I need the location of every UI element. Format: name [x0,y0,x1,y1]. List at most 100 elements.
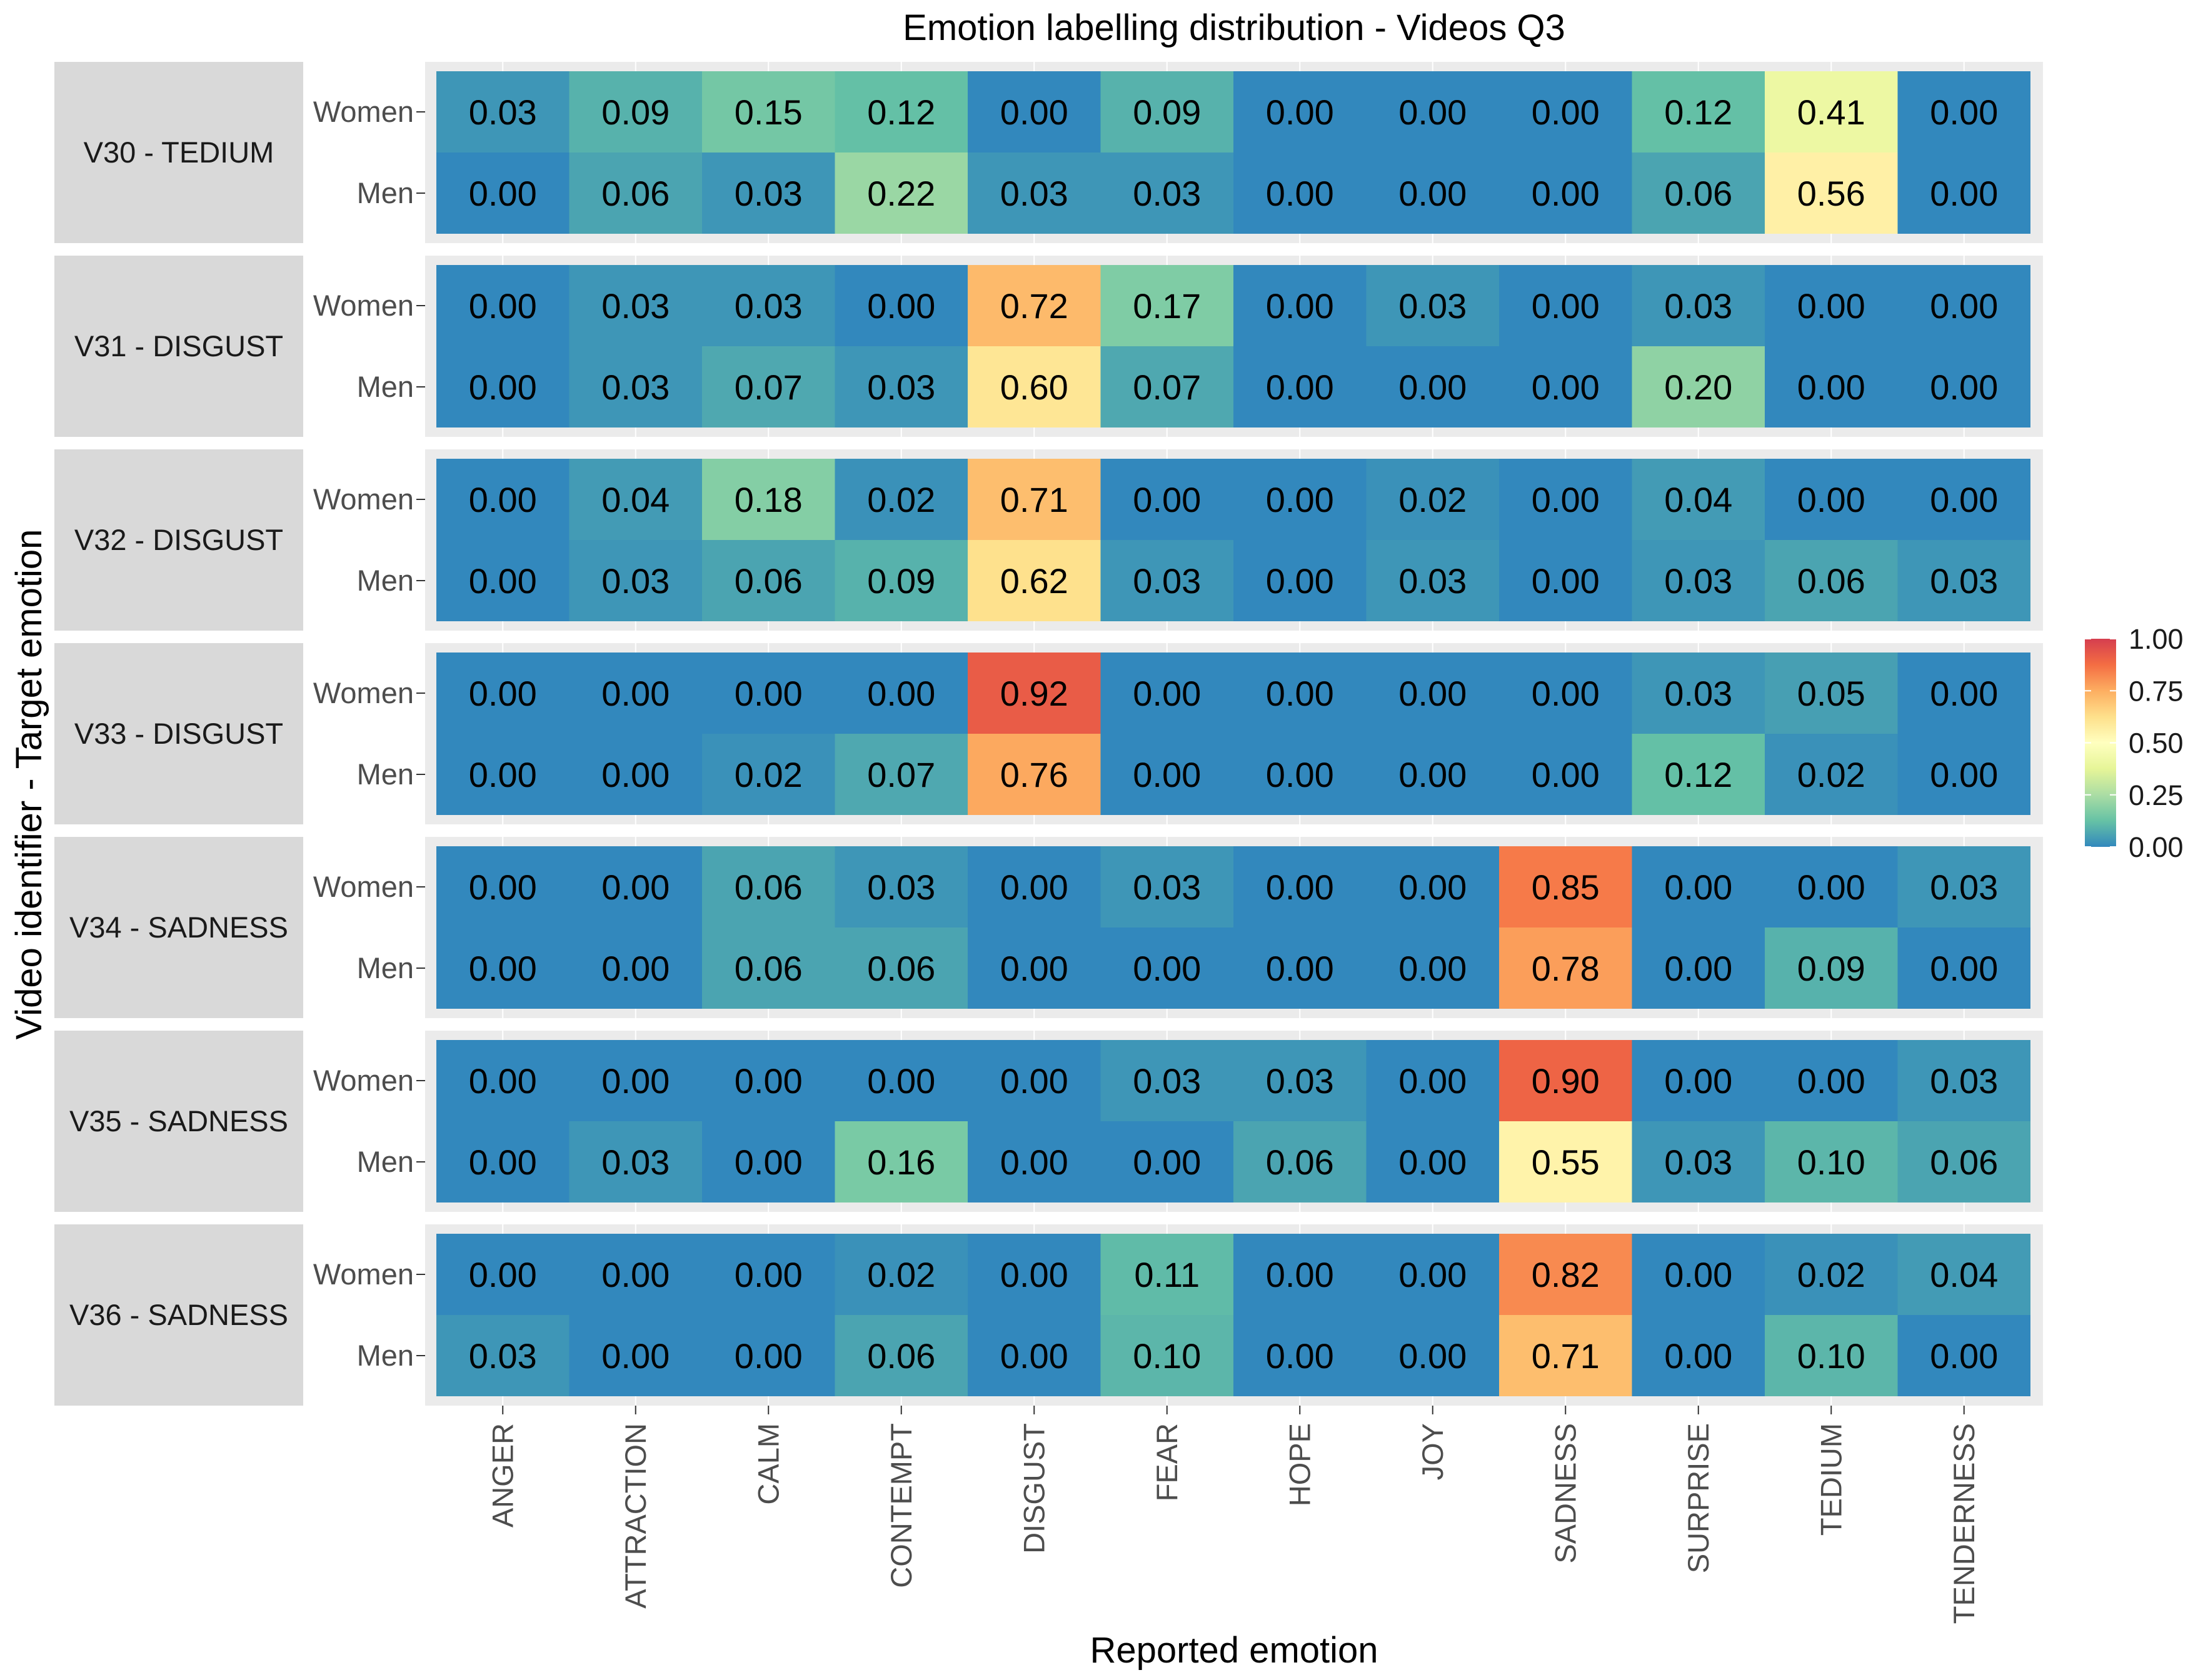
cell-value-label: 0.00 [1930,368,1998,407]
heatmap-cell [1765,1040,1898,1121]
x-tick-label: TENDERNESS [1947,1423,1980,1624]
heatmap-cell [702,459,835,540]
cell-value-label: 0.00 [1266,1336,1334,1376]
cell-value-label: 0.02 [1797,1255,1865,1294]
cell-value-label: 0.00 [1398,674,1467,713]
heatmap-cell [1100,734,1233,815]
cell-value-label: 0.92 [1000,674,1068,713]
heatmap-cell [702,540,835,621]
heatmap-cell [835,1040,968,1121]
cell-value-label: 0.00 [601,1255,670,1294]
heatmap-cell [436,652,570,734]
heatmap-cell [1100,346,1233,428]
cell-value-label: 0.03 [1930,561,1998,601]
heatmap-cell [1765,1315,1898,1396]
heatmap-cell [835,1121,968,1202]
cell-value-label: 0.03 [735,174,803,213]
cell-value-label: 0.12 [1664,755,1732,794]
heatmap-cell [1632,1315,1765,1396]
heatmap-cell [968,346,1101,428]
cell-value-label: 0.06 [735,949,803,988]
heatmap-cell [1366,652,1499,734]
cell-value-label: 0.00 [1398,368,1467,407]
heatmap-cell [1499,459,1632,540]
legend-tick-label: 1.00 [2129,623,2184,655]
heatmap-cell [569,1315,702,1396]
x-tick-label: ATTRACTION [619,1423,652,1609]
heatmap-cell [968,1315,1101,1396]
heatmap-cell [835,1234,968,1315]
x-tick-label: JOY [1416,1423,1449,1480]
heatmap-cell [1233,71,1367,152]
cell-value-label: 0.00 [601,949,670,988]
heatmap-cell [569,734,702,815]
heatmap-cell [968,1121,1101,1202]
cell-value-label: 0.00 [1266,755,1334,794]
cell-value-label: 0.00 [867,1061,935,1101]
cell-value-label: 0.12 [1664,92,1732,132]
cell-value-label: 0.00 [1664,1061,1732,1101]
cell-value-label: 0.60 [1000,368,1068,407]
cell-value-label: 0.07 [867,755,935,794]
heatmap-cell [702,1040,835,1121]
cell-value-label: 0.03 [867,868,935,907]
heatmap-cell [1765,71,1898,152]
heatmap-cell [1897,846,2030,928]
heatmap-cell [835,459,968,540]
cell-value-label: 0.00 [1266,174,1334,213]
row-label: Women [313,1258,414,1291]
heatmap-cell [835,846,968,928]
heatmap-cell [1897,152,2030,234]
cell-value-label: 0.00 [1797,1061,1865,1101]
heatmap-cell [436,1234,570,1315]
cell-value-label: 0.02 [735,755,803,794]
chart-title: Emotion labelling distribution - Videos … [903,8,1565,48]
heatmap-cell [1233,459,1367,540]
heatmap-cell [436,734,570,815]
facet-strip [54,1224,303,1406]
row-label: Women [313,289,414,322]
heatmap-cell [569,265,702,346]
heatmap-cell [1233,1234,1367,1315]
cell-value-label: 0.06 [1664,174,1732,213]
cell-value-label: 0.02 [867,1255,935,1294]
heatmap-cell [1765,846,1898,928]
heatmap-cell [702,734,835,815]
heatmap-cell [1897,928,2030,1009]
row-label: Women [313,676,414,709]
cell-value-label: 0.71 [1532,1336,1600,1376]
heatmap-cell [569,1234,702,1315]
heatmap-cell [1897,459,2030,540]
cell-value-label: 0.03 [1133,868,1201,907]
cell-value-label: 0.00 [1133,1142,1201,1182]
legend-tick-label: 0.25 [2129,779,2184,811]
heatmap-cell [1632,734,1765,815]
cell-value-label: 0.03 [1664,674,1732,713]
cell-value-label: 0.02 [1398,480,1467,519]
heatmap-cell [569,928,702,1009]
heatmap-cell [702,1121,835,1202]
heatmap-cell [1765,734,1898,815]
cell-value-label: 0.00 [1000,1061,1068,1101]
x-tick-label: TEDIUM [1814,1423,1847,1536]
cell-value-label: 0.00 [1266,480,1334,519]
heatmap-cell [702,346,835,428]
heatmap-cell [702,928,835,1009]
cell-value-label: 0.02 [1797,755,1865,794]
cell-value-label: 0.00 [1133,755,1201,794]
cell-value-label: 0.00 [1266,92,1334,132]
facet-panel: V35 - SADNESS Women 0.00 0.00 0.00 0.00 0.00 0.… [54,1031,2043,1212]
heatmap-cell [1632,1234,1765,1315]
cell-value-label: 0.17 [1133,286,1201,326]
heatmap-cell [1632,846,1765,928]
heatmap-cell [1233,1121,1367,1202]
cell-value-label: 0.00 [1797,480,1865,519]
heatmap-cell [436,1040,570,1121]
heatmap-cell [1765,1234,1898,1315]
cell-value-label: 0.00 [469,755,537,794]
cell-value-label: 0.00 [1532,174,1600,213]
cell-value-label: 0.41 [1797,92,1865,132]
cell-value-label: 0.03 [1664,561,1732,601]
cell-value-label: 0.03 [1664,1142,1732,1182]
cell-value-label: 0.00 [1532,480,1600,519]
